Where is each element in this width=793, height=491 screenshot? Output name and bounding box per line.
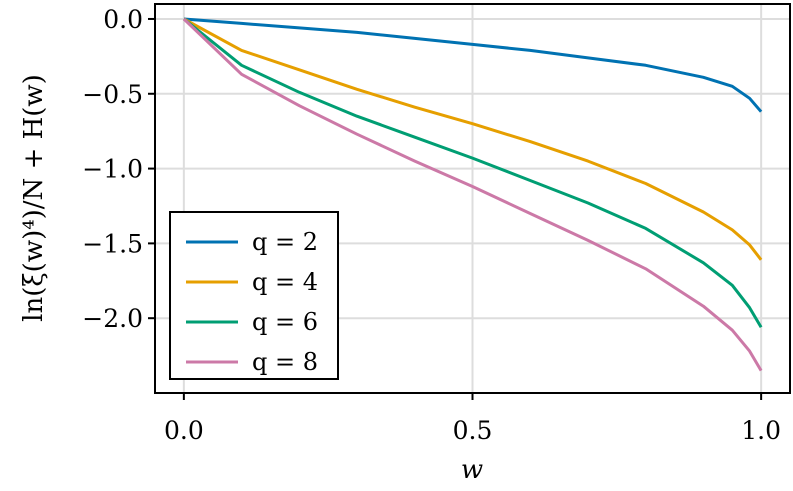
y-tick-label: −1.5	[82, 229, 143, 258]
x-tick-label: 1.0	[741, 416, 781, 445]
y-tick-label: −1.0	[82, 155, 143, 184]
x-tick-label: 0.5	[453, 416, 493, 445]
series-line-1	[183, 17, 763, 113]
y-tick-label: 0.0	[103, 5, 143, 34]
x-axis-title: w	[461, 455, 483, 485]
axis-tick-labels: 0.0 0.5 1.0 0.0 −0.5 −1.0 −1.5 −2.0	[82, 5, 781, 445]
y-tick-label: −0.5	[82, 80, 143, 109]
legend-box	[169, 211, 339, 380]
y-axis-title: ln(ξ(w)⁴)/N + H(w)	[19, 74, 49, 322]
axis-ticks	[148, 17, 763, 400]
series-line-4	[182, 17, 763, 372]
legend-label-3: q = 6	[252, 308, 318, 336]
legend-label-4: q = 8	[252, 348, 318, 376]
series-line-2	[183, 17, 763, 261]
legend: q = 2 q = 4 q = 6 q = 8	[169, 211, 339, 380]
series-lines	[182, 17, 763, 372]
y-tick-label: −2.0	[82, 304, 143, 333]
legend-label-2: q = 4	[252, 268, 318, 296]
legend-label-1: q = 2	[252, 228, 318, 256]
series-line-3	[182, 17, 763, 328]
x-tick-label: 0.0	[164, 416, 204, 445]
